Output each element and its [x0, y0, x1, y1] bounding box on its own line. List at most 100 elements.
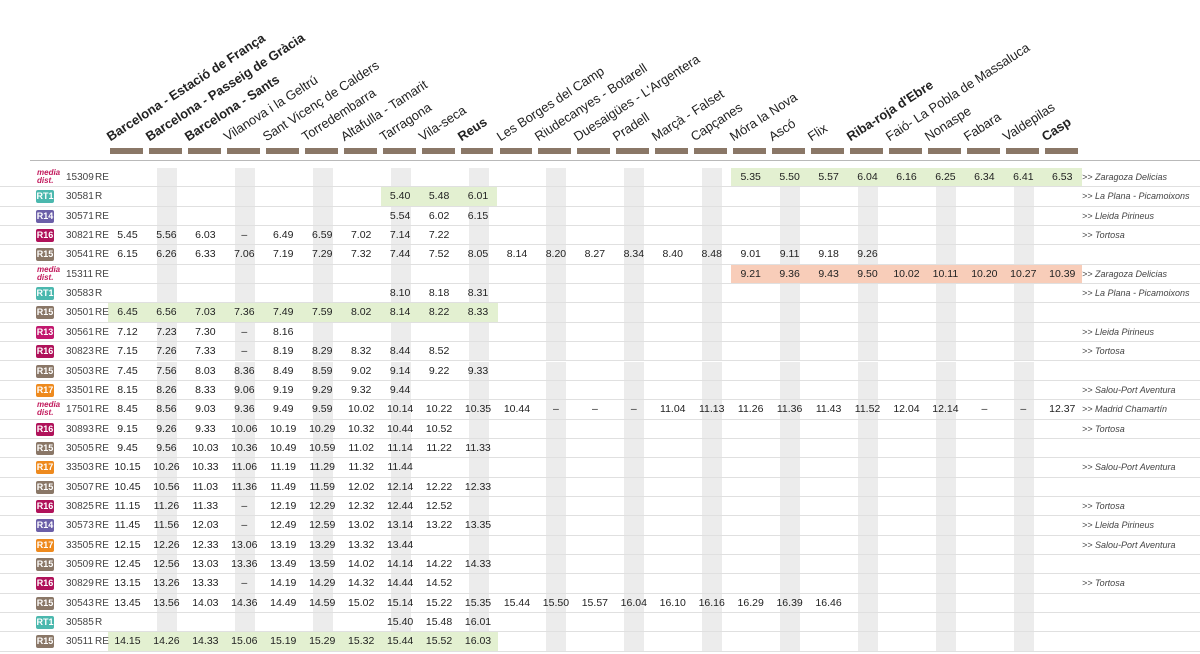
time-cell: 9.59: [312, 403, 333, 416]
column-stripe: [1013, 322, 1034, 342]
table-row: R15 30543 RE 13.45 13.56 14.03 14.36 14.49 14.59…: [0, 593, 1200, 614]
time-cell: 11.43: [815, 403, 842, 416]
time-cell: 16.46: [815, 596, 842, 609]
time-cell: 10.06: [231, 422, 258, 435]
time-cell: 8.40: [662, 248, 683, 261]
column-stripe: [468, 555, 489, 574]
column-stripe: [858, 400, 879, 419]
time-cell: 11.59: [309, 480, 335, 493]
time-cell: 12.33: [192, 538, 219, 551]
time-cell: 8.03: [195, 364, 216, 377]
line-badge: R16: [36, 422, 54, 436]
line-badge: R17: [36, 461, 54, 475]
line-badge: R13: [36, 325, 54, 339]
time-cell: 7.36: [234, 306, 255, 319]
column-stripe: [312, 226, 333, 245]
time-cell: 7.56: [156, 364, 177, 377]
table-row: R15 30509 RE 12.45 12.56 13.03 13.36 13.49 13.59…: [0, 555, 1200, 575]
time-cell: 15.32: [348, 635, 375, 648]
column-stripe: [312, 496, 333, 516]
column-stripe: [546, 303, 567, 322]
train-type: RE: [95, 481, 109, 493]
time-cell: 10.26: [153, 461, 180, 474]
station-tick: [966, 148, 1000, 154]
time-cell: 15.19: [270, 635, 297, 648]
column-stripe: [935, 400, 956, 419]
time-cell: 10.44: [503, 403, 531, 416]
time-cell: 10.11: [932, 267, 959, 280]
station-tick: [343, 148, 377, 154]
time-cell: 14.15: [114, 635, 141, 648]
column-stripe: [935, 226, 956, 245]
time-cell: 11.26: [153, 499, 180, 512]
train-type: RE: [95, 384, 109, 396]
column-stripe: [624, 458, 645, 477]
time-cell: 7.30: [195, 325, 216, 338]
table-row: R15 30503 RE 7.45 7.56 8.03 8.36 8.49 8.59 9.02 9.…: [0, 361, 1200, 381]
time-cell: 14.19: [270, 577, 297, 590]
column-stripe: [935, 496, 956, 516]
column-stripe: [858, 516, 879, 535]
table-row: R16 30829 RE 13.15 13.26 13.33 – 14.19 14.29 14.3…: [0, 574, 1200, 594]
time-cell: 11.45: [114, 519, 141, 532]
column-stripe: [624, 555, 645, 574]
time-cell: 5.35: [740, 171, 761, 183]
column-stripe: [858, 303, 879, 322]
time-cell: 9.06: [234, 383, 255, 396]
column-stripe: [624, 380, 645, 400]
time-cell: –: [241, 345, 248, 358]
column-stripe: [546, 535, 567, 554]
station-tick: [811, 148, 845, 154]
time-cell: 14.22: [425, 558, 453, 570]
column-stripe: [156, 516, 177, 535]
train-type: RE: [95, 230, 109, 242]
time-cell: 14.14: [386, 558, 414, 570]
column-stripe: [702, 400, 723, 419]
time-cell: 14.52: [425, 577, 453, 590]
column-stripe: [546, 322, 567, 342]
column-stripe: [702, 284, 723, 303]
column-stripe: [858, 380, 879, 400]
logo-line2: dist.: [37, 176, 54, 185]
column-stripe: [234, 264, 255, 284]
time-cell: 7.22: [428, 229, 450, 242]
column-stripe: [390, 226, 411, 245]
column-stripe: [468, 342, 489, 361]
column-stripe: [546, 206, 567, 226]
time-cell: 10.33: [192, 461, 219, 474]
time-cell: 7.44: [389, 248, 411, 261]
time-cell: 16.01: [464, 616, 492, 629]
column-stripe: [624, 245, 645, 264]
column-stripe: [1013, 245, 1034, 264]
time-cell: 9.02: [350, 364, 372, 377]
column-stripe: [546, 380, 567, 400]
time-cell: 8.31: [467, 287, 489, 300]
column-stripe: [390, 168, 411, 187]
column-stripe: [468, 613, 489, 632]
time-cell: 11.06: [231, 461, 258, 474]
time-cell: 15.50: [542, 596, 570, 609]
column-stripe: [1013, 400, 1034, 419]
header-rule: [30, 160, 1200, 161]
time-cell: 8.18: [428, 287, 450, 300]
time-cell: 10.03: [192, 441, 219, 454]
time-cell: 7.15: [117, 345, 138, 358]
train-type: RE: [95, 210, 109, 222]
column-stripe: [234, 245, 255, 264]
time-cell: 13.44: [386, 538, 414, 551]
time-cell: 10.49: [270, 441, 297, 454]
column-stripe: [546, 496, 567, 516]
column-stripe: [935, 206, 956, 226]
time-cell: –: [591, 403, 598, 416]
time-cell: 13.15: [114, 577, 141, 590]
time-cell: 15.57: [581, 596, 608, 609]
time-cell: 6.34: [974, 171, 995, 183]
column-stripe: [624, 535, 645, 554]
column-stripe: [1013, 496, 1034, 516]
train-type: RE: [95, 346, 109, 358]
destination: >> La Plana - Picamoixons: [1082, 191, 1190, 202]
station-tick: [187, 148, 221, 154]
train-logo: media dist.: [37, 265, 60, 282]
time-cell: 9.01: [740, 248, 761, 261]
train-number: 30543: [66, 597, 94, 609]
